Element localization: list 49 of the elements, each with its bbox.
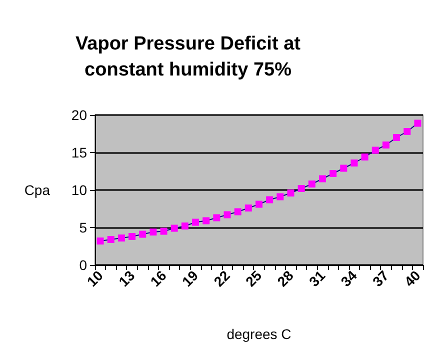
point — [287, 190, 294, 196]
point — [266, 196, 274, 204]
point — [382, 142, 390, 148]
x-tick-label: 19 — [178, 267, 202, 290]
point — [224, 211, 231, 218]
point — [107, 236, 114, 243]
point — [96, 238, 104, 244]
point — [192, 218, 200, 226]
point — [213, 214, 220, 222]
point — [318, 175, 326, 182]
point — [361, 154, 368, 160]
point — [298, 185, 305, 192]
x-tick-label: 16 — [147, 267, 170, 290]
x-tick-label: 28 — [274, 267, 297, 290]
x-tick-label: 37 — [369, 267, 392, 290]
x-tick-label: 31 — [306, 267, 328, 290]
point — [118, 234, 125, 242]
point — [160, 228, 168, 235]
x-tick-label: 40 — [401, 267, 424, 290]
y-tick-label: 15 — [71, 144, 88, 160]
x-tick-label: 13 — [115, 267, 138, 290]
x-axis-title: degrees C — [226, 326, 292, 342]
y-tick-label: 5 — [79, 220, 88, 236]
y-tick-label: 20 — [71, 107, 88, 123]
point — [150, 228, 157, 236]
point — [393, 134, 400, 141]
point — [340, 164, 348, 172]
point — [330, 170, 337, 177]
y-tick-label: 0 — [79, 257, 88, 273]
x-tick-label: 25 — [242, 267, 265, 290]
point — [139, 230, 146, 238]
point — [234, 208, 242, 216]
point — [256, 200, 262, 208]
point — [414, 120, 422, 127]
x-tick-label: 34 — [338, 267, 360, 290]
point — [372, 146, 379, 154]
point — [170, 224, 178, 232]
point — [404, 128, 411, 135]
point — [244, 204, 252, 212]
y-axis-title: Cpa — [24, 182, 50, 198]
point — [202, 217, 210, 224]
point — [350, 160, 358, 166]
x-tick-label: 22 — [210, 267, 234, 290]
y-tick-label: 10 — [71, 182, 88, 198]
chart-title: Vapor Pressure Deficit at constant humidity 75% — [76, 34, 302, 80]
point — [276, 193, 284, 200]
point — [128, 233, 136, 240]
point — [181, 222, 188, 230]
point — [308, 180, 316, 188]
